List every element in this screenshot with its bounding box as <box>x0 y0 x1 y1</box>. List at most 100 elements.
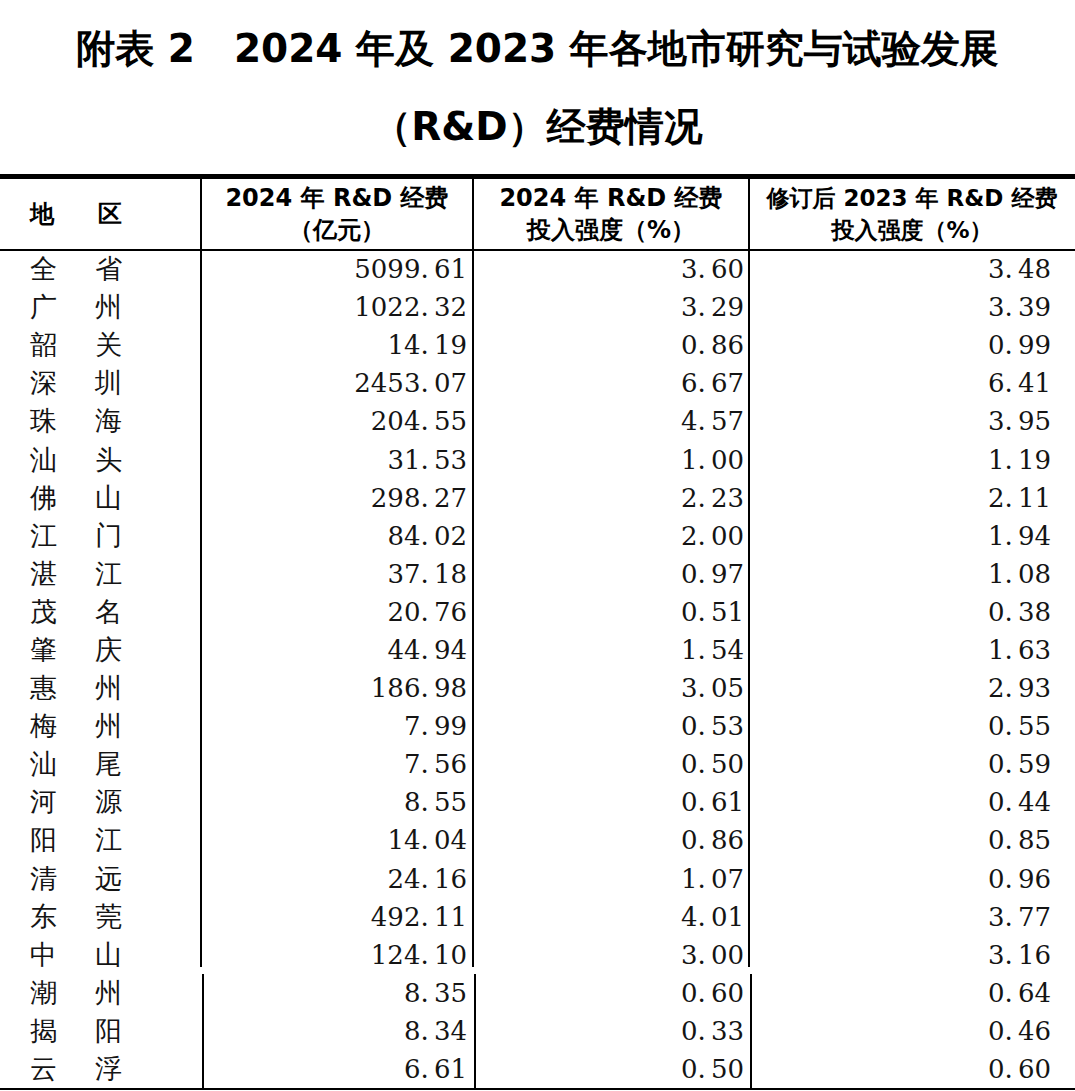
region-cell: 汕尾 <box>0 746 201 782</box>
region-char: 头 <box>95 442 122 478</box>
region-char: 关 <box>95 327 122 363</box>
rd-2024-value: 8. 35 <box>201 978 473 1008</box>
intensity-2023-value: 0. 59 <box>749 749 1075 779</box>
region-char: 清 <box>30 861 57 897</box>
table-row: 湛江37. 180. 971. 08 <box>0 555 1075 593</box>
header-region-char: 地 <box>30 198 54 230</box>
rd-2024-value: 492. 11 <box>201 902 473 932</box>
intensity-2024-value: 2. 23 <box>473 483 749 513</box>
region-char: 省 <box>95 251 122 287</box>
region-pair: 河源 <box>30 784 122 820</box>
region-char: 肇 <box>30 632 57 668</box>
region-pair: 汕头 <box>30 442 122 478</box>
region-char: 阳 <box>30 822 57 858</box>
intensity-2024-value: 0. 53 <box>473 711 749 741</box>
table-row: 清远24. 161. 070. 96 <box>0 860 1075 898</box>
region-char: 佛 <box>30 480 57 516</box>
region-char: 州 <box>95 975 122 1011</box>
region-cell: 深圳 <box>0 365 201 401</box>
intensity-2024-value: 0. 86 <box>473 330 749 360</box>
table-row: 佛山298. 272. 232. 11 <box>0 479 1075 517</box>
intensity-2024-value: 0. 51 <box>473 597 749 627</box>
region-char: 汕 <box>30 746 57 782</box>
table-row: 珠海204. 554. 573. 95 <box>0 402 1075 440</box>
region-pair: 肇庆 <box>30 632 122 668</box>
intensity-2023-value: 1. 94 <box>749 521 1075 551</box>
intensity-2023-value: 3. 39 <box>749 292 1075 322</box>
region-cell: 韶关 <box>0 327 201 363</box>
table-row: 汕尾7. 560. 500. 59 <box>0 745 1075 783</box>
region-char: 深 <box>30 365 57 401</box>
region-char: 茂 <box>30 594 57 630</box>
intensity-2024-value: 0. 61 <box>473 787 749 817</box>
header-intensity-2023-line1: 修订后 2023 年 R&D 经费 <box>749 182 1075 214</box>
header-intensity-2024: 2024 年 R&D 经费 投入强度（%） <box>473 182 749 246</box>
region-pair: 清远 <box>30 861 122 897</box>
table-row: 云浮6. 610. 500. 60 <box>0 1050 1075 1088</box>
region-pair: 梅州 <box>30 708 122 744</box>
region-char: 惠 <box>30 670 57 706</box>
table-row: 肇庆44. 941. 541. 63 <box>0 631 1075 669</box>
region-pair: 汕尾 <box>30 746 122 782</box>
intensity-2024-value: 0. 33 <box>473 1016 749 1046</box>
region-char: 揭 <box>30 1013 57 1049</box>
region-cell: 广州 <box>0 289 201 325</box>
region-pair: 韶关 <box>30 327 122 363</box>
region-cell: 湛江 <box>0 556 201 592</box>
table-row: 韶关 14. 190. 860. 99 <box>0 326 1075 364</box>
intensity-2023-value: 1. 19 <box>749 445 1075 475</box>
region-pair: 云浮 <box>30 1051 122 1087</box>
intensity-2023-value: 3. 95 <box>749 406 1075 436</box>
region-cell: 汕头 <box>0 442 201 478</box>
region-char: 中 <box>30 937 57 973</box>
intensity-2023-value: 6. 41 <box>749 368 1075 398</box>
intensity-2023-value: 2. 11 <box>749 483 1075 513</box>
intensity-2023-value: 0. 55 <box>749 711 1075 741</box>
table-row: 茂名20. 760. 510. 38 <box>0 593 1075 631</box>
rd-2024-value: 204. 55 <box>201 406 473 436</box>
region-pair: 惠州 <box>30 670 122 706</box>
rd-2024-value: 8. 55 <box>201 787 473 817</box>
rd-2024-value: 14. 19 <box>201 330 473 360</box>
region-cell: 揭阳 <box>0 1013 201 1049</box>
intensity-2024-value: 4. 01 <box>473 902 749 932</box>
region-char: 州 <box>95 670 122 706</box>
region-char: 尾 <box>95 746 122 782</box>
region-char: 东 <box>30 899 57 935</box>
table-title-line1: 附表 2 2024 年及 2023 年各地市研究与试验发展 <box>0 22 1075 76</box>
region-cell: 梅州 <box>0 708 201 744</box>
rd-2024-value: 37. 18 <box>201 559 473 589</box>
table-body: 全省5099. 613. 603. 48广州1022. 323. 293. 39… <box>0 250 1075 1088</box>
intensity-2024-value: 3. 29 <box>473 292 749 322</box>
intensity-2024-value: 1. 07 <box>473 864 749 894</box>
region-char: 江 <box>95 556 122 592</box>
table-row: 潮州8. 350. 600. 64 <box>0 974 1075 1012</box>
intensity-2023-value: 2. 93 <box>749 673 1075 703</box>
intensity-2023-value: 0. 85 <box>749 825 1075 855</box>
region-char: 源 <box>95 784 122 820</box>
region-cell: 佛山 <box>0 480 201 516</box>
intensity-2023-value: 0. 64 <box>749 978 1075 1008</box>
intensity-2024-value: 4. 57 <box>473 406 749 436</box>
region-char: 山 <box>95 937 122 973</box>
region-pair: 茂名 <box>30 594 122 630</box>
region-cell: 河源 <box>0 784 201 820</box>
intensity-2023-value: 0. 99 <box>749 330 1075 360</box>
rd-2024-value: 84. 02 <box>201 521 473 551</box>
header-rd-2024-line2: （亿元） <box>201 214 473 246</box>
intensity-2024-value: 0. 97 <box>473 559 749 589</box>
region-pair: 东莞 <box>30 899 122 935</box>
intensity-2023-value: 0. 46 <box>749 1016 1075 1046</box>
region-char: 海 <box>95 403 122 439</box>
region-cell: 惠州 <box>0 670 201 706</box>
header-intensity-2023: 修订后 2023 年 R&D 经费 投入强度（%） <box>749 182 1075 246</box>
table-row: 深圳2453. 076. 676. 41 <box>0 364 1075 402</box>
rd-2024-value: 14. 04 <box>201 825 473 855</box>
intensity-2023-value: 0. 44 <box>749 787 1075 817</box>
region-pair: 广州 <box>30 289 122 325</box>
table-row: 梅州7. 990. 530. 55 <box>0 707 1075 745</box>
intensity-2024-value: 3. 60 <box>473 254 749 284</box>
rd-2024-value: 124. 10 <box>201 940 473 970</box>
header-intensity-2024-line1: 2024 年 R&D 经费 <box>473 182 749 214</box>
rd-2024-value: 1022. 32 <box>201 292 473 322</box>
